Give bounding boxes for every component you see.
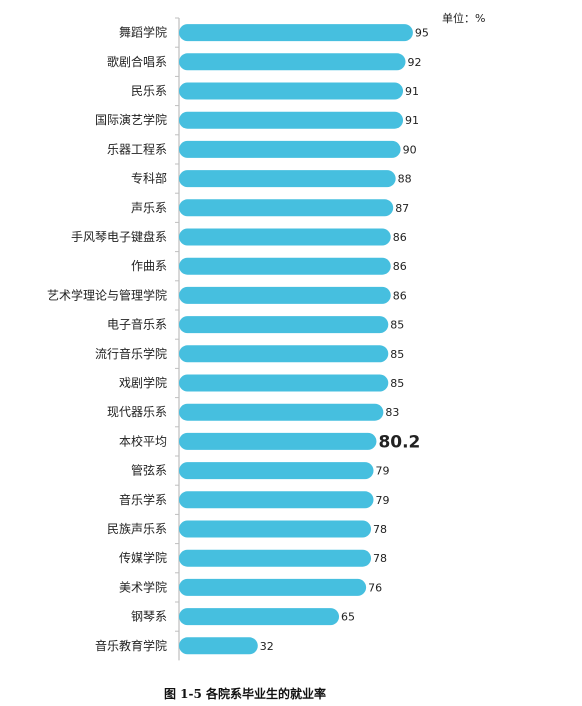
bar-18 — [179, 520, 372, 538]
value-label: 90 — [403, 143, 417, 156]
bar-16 — [179, 462, 374, 480]
bar-4 — [179, 111, 404, 129]
value-label: 85 — [390, 319, 404, 332]
bar-19 — [179, 549, 372, 567]
bar-6 — [179, 170, 396, 188]
category-label: 音乐教育学院 — [95, 638, 167, 653]
value-label: 92 — [408, 56, 422, 69]
bar-9 — [179, 257, 391, 275]
category-label: 流行音乐学院 — [95, 346, 167, 361]
value-label: 85 — [390, 348, 404, 361]
category-label: 专科部 — [131, 171, 167, 186]
category-label: 作曲系 — [131, 259, 167, 273]
category-label: 管弦系 — [131, 463, 167, 478]
category-label: 舞蹈学院 — [119, 25, 167, 40]
bar-22 — [179, 637, 258, 655]
category-label: 声乐系 — [131, 201, 167, 215]
average-value-label: 80.2 — [378, 432, 420, 452]
bar-15 — [179, 432, 377, 450]
category-label: 美术学院 — [119, 579, 167, 594]
category-label: 民族声乐系 — [107, 522, 167, 536]
category-label: 手风琴电子键盘系 — [71, 229, 167, 244]
category-label: 传媒学院 — [119, 550, 167, 565]
bar-7 — [179, 199, 394, 217]
value-label: 86 — [393, 289, 407, 302]
figure-caption: 图 1-5 各院系毕业生的就业率 — [163, 687, 327, 701]
bar-11 — [179, 316, 389, 334]
value-label: 32 — [260, 640, 274, 653]
category-label: 戏剧学院 — [119, 375, 167, 390]
value-label: 78 — [373, 552, 387, 565]
value-label: 91 — [405, 114, 419, 127]
bar-1 — [179, 24, 413, 42]
value-label: 79 — [375, 465, 389, 478]
category-label: 艺术学理论与管理学院 — [47, 287, 167, 302]
value-label: 78 — [373, 523, 387, 536]
bar-17 — [179, 491, 374, 509]
value-label: 87 — [395, 202, 409, 215]
category-label: 现代器乐系 — [107, 405, 167, 419]
value-label: 95 — [415, 27, 429, 40]
value-label: 88 — [398, 173, 412, 186]
value-label: 79 — [375, 494, 389, 507]
category-label: 乐器工程系 — [107, 141, 167, 156]
bar-13 — [179, 374, 389, 392]
unit-label: 单位：% — [442, 12, 486, 25]
value-label: 91 — [405, 85, 419, 98]
value-label: 86 — [393, 231, 407, 244]
value-label: 83 — [385, 406, 399, 419]
value-label: 65 — [341, 611, 355, 624]
bar-5 — [179, 140, 401, 158]
bar-3 — [179, 82, 404, 100]
category-label: 歌剧合唱系 — [107, 54, 167, 69]
category-label: 国际演艺学院 — [95, 112, 167, 127]
value-label: 86 — [393, 260, 407, 273]
bar-10 — [179, 286, 391, 304]
category-label: 音乐学系 — [119, 492, 167, 507]
bar-21 — [179, 608, 340, 626]
bar-12 — [179, 345, 389, 363]
bar-2 — [179, 53, 406, 71]
category-label: 电子音乐系 — [107, 317, 167, 332]
bar-8 — [179, 228, 391, 246]
category-label: 本校平均 — [119, 433, 167, 448]
bar-20 — [179, 578, 367, 596]
category-label: 民乐系 — [131, 84, 167, 98]
value-label: 85 — [390, 377, 404, 390]
value-label: 76 — [368, 581, 382, 594]
bar-14 — [179, 403, 384, 421]
category-label: 钢琴系 — [131, 610, 167, 624]
